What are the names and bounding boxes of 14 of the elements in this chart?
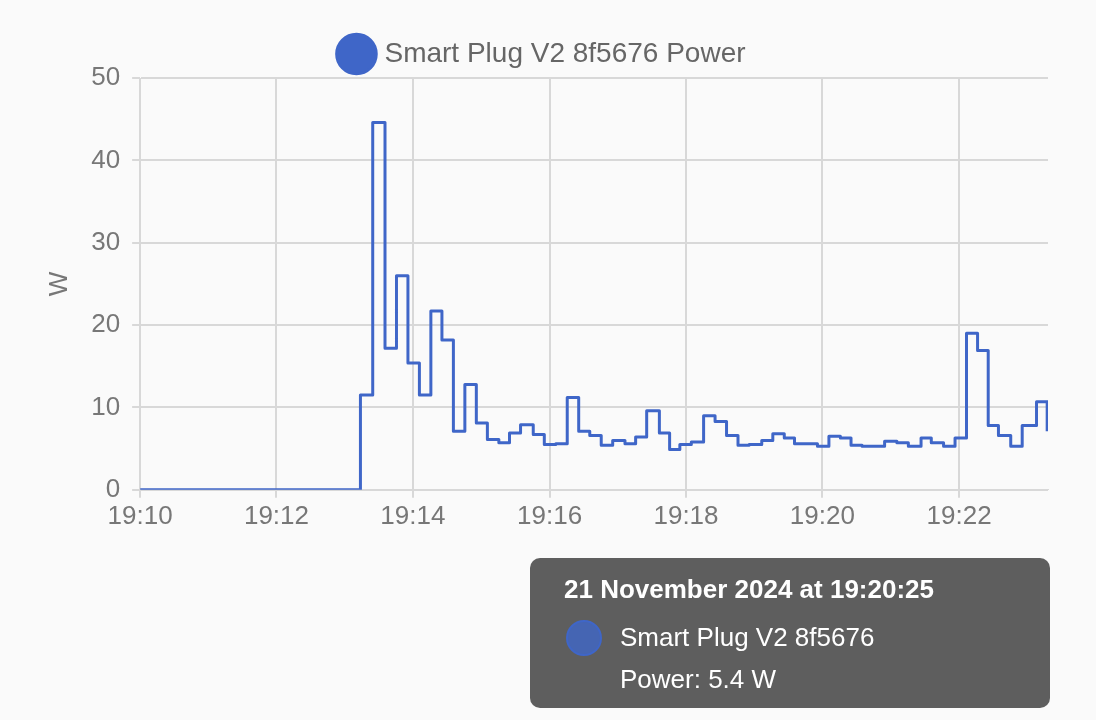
y-tick-label: 30 (91, 225, 121, 256)
x-tick-label: 19:18 (653, 499, 719, 530)
text: 21 November 2024 at 19:20:25 Smart Plug V2 8f5676 Power: 5.4 W (564, 574, 935, 695)
y-axis-title: W (42, 271, 73, 297)
x-tick-label: 19:22 (926, 499, 992, 530)
x-tick-label: 19:14 (380, 499, 446, 530)
y-tick-label: 10 (91, 390, 121, 421)
y-tick-label: 40 (91, 143, 121, 174)
x-tick-label: 19:12 (243, 499, 310, 530)
x-tick-label: 19:20 (789, 499, 855, 530)
y-tick-label: 20 (91, 308, 121, 339)
legend-label: Smart Plug V2 8f5676 Power (384, 36, 746, 68)
x-tick-label: 19:16 (517, 499, 583, 530)
y-tick-label: 50 (91, 61, 121, 92)
